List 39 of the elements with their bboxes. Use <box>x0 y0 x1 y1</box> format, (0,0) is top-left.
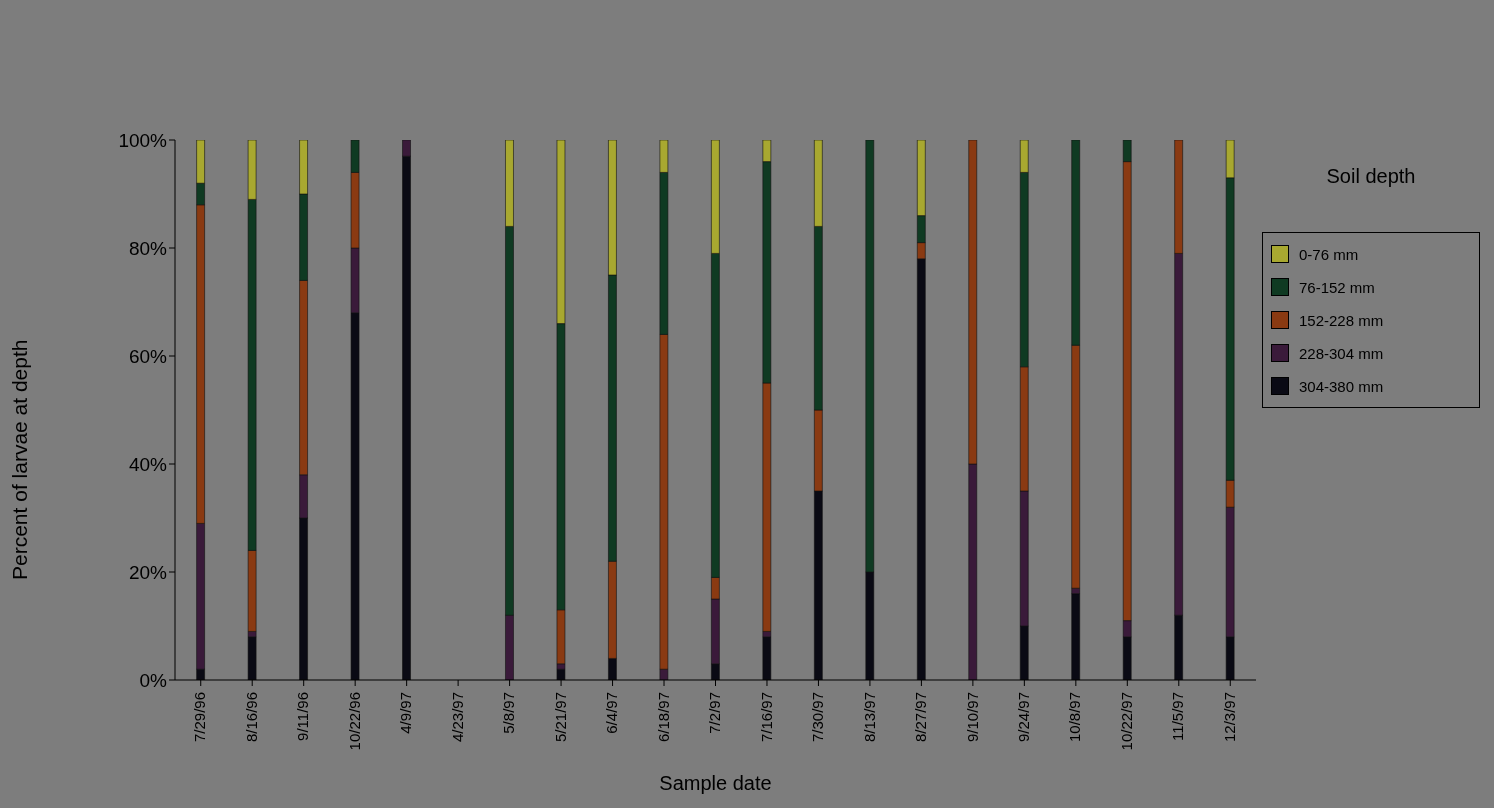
legend-label: 152-228 mm <box>1299 311 1384 329</box>
y-tick-label: 20% <box>128 561 168 583</box>
y-tick-label: 0% <box>139 669 168 691</box>
x-tick-label: 10/22/96 <box>345 692 363 751</box>
legend-label: 304-380 mm <box>1299 377 1384 395</box>
x-tick-label: 11/5/97 <box>1169 692 1187 741</box>
x-tick-label: 9/11/96 <box>294 692 312 741</box>
x-tick-label: 4/23/97 <box>448 692 466 743</box>
x-tick-label: 7/16/97 <box>757 692 775 743</box>
x-tick-label: 8/16/96 <box>242 692 260 743</box>
y-tick-label: 80% <box>128 237 168 259</box>
x-tick-label: 10/22/97 <box>1117 692 1135 751</box>
y-tick-label: 100% <box>118 129 168 151</box>
x-tick-label: 7/30/97 <box>809 692 827 743</box>
legend-title: Soil depth <box>1325 165 1417 188</box>
x-tick-label: 12/3/97 <box>1220 692 1238 743</box>
x-tick-label: 6/4/97 <box>603 692 621 734</box>
x-tick-label: 7/2/97 <box>706 692 724 734</box>
y-tick-label: 40% <box>128 453 168 475</box>
bar <box>762 636 772 680</box>
x-tick-label: 4/9/97 <box>397 692 415 734</box>
bar <box>247 636 257 680</box>
x-tick-label: 9/10/97 <box>963 692 981 743</box>
bar <box>1071 593 1081 680</box>
legend-label: 76-152 mm <box>1299 278 1375 296</box>
x-tick-label: 7/29/96 <box>191 692 209 743</box>
x-tick-label: 8/27/97 <box>912 692 930 743</box>
y-tick-label: 60% <box>128 345 168 367</box>
x-tick-label: 9/24/97 <box>1015 692 1033 743</box>
bar <box>556 668 566 680</box>
legend-label: 0-76 mm <box>1299 245 1359 263</box>
x-tick-label: 5/8/97 <box>500 692 518 734</box>
x-tick-label: 5/21/97 <box>551 692 569 743</box>
x-tick-label: 10/8/97 <box>1066 692 1084 743</box>
x-tick-label: 8/13/97 <box>860 692 878 743</box>
legend-label: 228-304 mm <box>1299 344 1384 362</box>
y-axis-title: Percent of larvae at depth <box>8 339 32 580</box>
x-axis-title: Sample date <box>659 772 772 794</box>
x-tick-label: 6/18/97 <box>654 692 672 743</box>
